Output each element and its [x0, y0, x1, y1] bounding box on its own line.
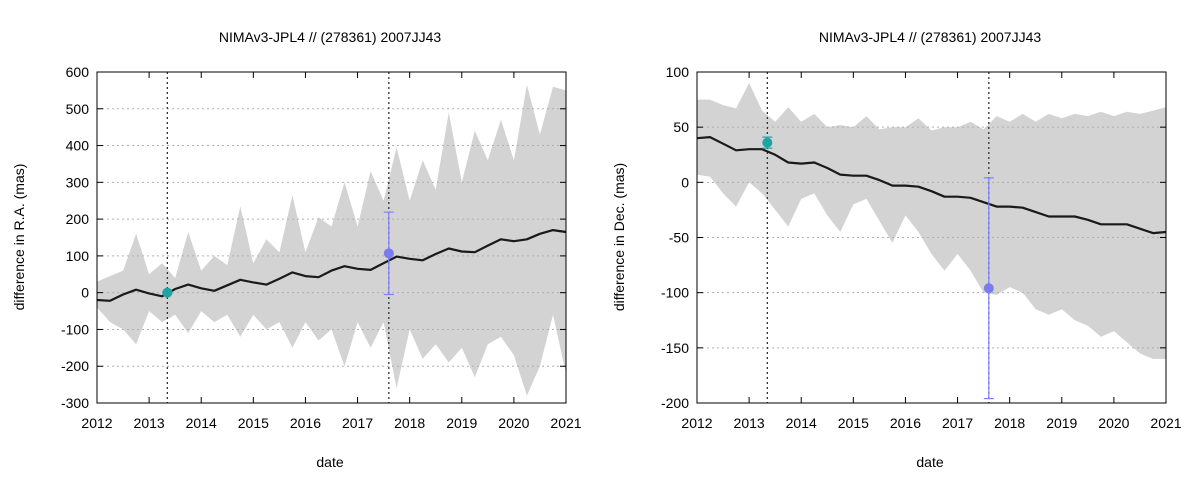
- dec-uncertainty-band: [697, 83, 1166, 359]
- dec-xtick-label: 2016: [890, 415, 921, 431]
- dec-xtick-label: 2021: [1150, 415, 1181, 431]
- ra-xtick-label: 2012: [81, 415, 112, 431]
- ra-xtick-label: 2018: [394, 415, 425, 431]
- dec-xtick-label: 2015: [838, 415, 869, 431]
- dec-series-line: [696, 136, 1167, 235]
- ra-chart-title: NIMAv3-JPL4 // (278361) 2007JJ43: [219, 29, 442, 45]
- dec-chart-ylabel: difference in Dec. (mas): [611, 163, 627, 311]
- dec-xtick-label: 2019: [1046, 415, 1077, 431]
- dec-chart-xlabel: date: [916, 454, 943, 470]
- dec-ytick-label: -100: [661, 285, 689, 301]
- ra-ytick-label: 400: [66, 138, 90, 154]
- ra-xtick-label: 2013: [134, 415, 165, 431]
- dec-xtick-label: 2013: [734, 415, 765, 431]
- dec-xtick-label: 2020: [1098, 415, 1129, 431]
- ra-ytick-label: 0: [81, 285, 89, 301]
- dec-xtick-label: 2014: [786, 415, 817, 431]
- dec-xtick-label: 2018: [994, 415, 1025, 431]
- dec-ytick-label: 100: [666, 64, 690, 80]
- dec-ytick-label: -200: [661, 395, 689, 411]
- dec-observation-point: [762, 137, 773, 148]
- ra-xtick-label: 2020: [498, 415, 529, 431]
- ra-chart-xlabel: date: [316, 454, 343, 470]
- ra-chart-ylabel: difference in R.A. (mas): [11, 164, 27, 311]
- ra-observation-point: [162, 287, 173, 298]
- ra-series-line: [96, 229, 567, 302]
- ra-xtick-label: 2021: [550, 415, 581, 431]
- ra-xtick-label: 2019: [446, 415, 477, 431]
- ra-ytick-label: -200: [61, 358, 89, 374]
- ra-xtick-label: 2014: [186, 415, 217, 431]
- ra-ytick-label: 200: [66, 211, 90, 227]
- ra-ytick-label: -100: [61, 321, 89, 337]
- ra-xtick-label: 2016: [290, 415, 321, 431]
- dec-xtick-label: 2017: [942, 415, 973, 431]
- ra-ytick-label: 300: [66, 174, 90, 190]
- dec-observation-point: [983, 283, 994, 294]
- ra-xtick-label: 2017: [342, 415, 373, 431]
- dec-ytick-label: -50: [669, 230, 689, 246]
- dec-chart: NIMAv3-JPL4 // (278361) 2007JJ43 date di…: [611, 29, 1182, 470]
- dec-chart-title: NIMAv3-JPL4 // (278361) 2007JJ43: [819, 29, 1042, 45]
- ra-plot-frame: [96, 71, 567, 404]
- ra-uncertainty-band: [97, 84, 566, 396]
- dec-xtick-label: 2012: [681, 415, 712, 431]
- dec-ytick-label: 50: [673, 119, 689, 135]
- ra-chart: NIMAv3-JPL4 // (278361) 2007JJ43 date di…: [11, 29, 582, 470]
- dec-ytick-label: 0: [681, 174, 689, 190]
- ra-ytick-label: 500: [66, 101, 90, 117]
- ra-ytick-label: 100: [66, 248, 90, 264]
- dec-plot-frame: [696, 71, 1167, 404]
- dec-ytick-label: -150: [661, 340, 689, 356]
- ra-ytick-label: 600: [66, 64, 90, 80]
- ra-observation-point: [383, 248, 394, 259]
- ra-xtick-label: 2015: [238, 415, 269, 431]
- ra-ytick-label: -300: [61, 395, 89, 411]
